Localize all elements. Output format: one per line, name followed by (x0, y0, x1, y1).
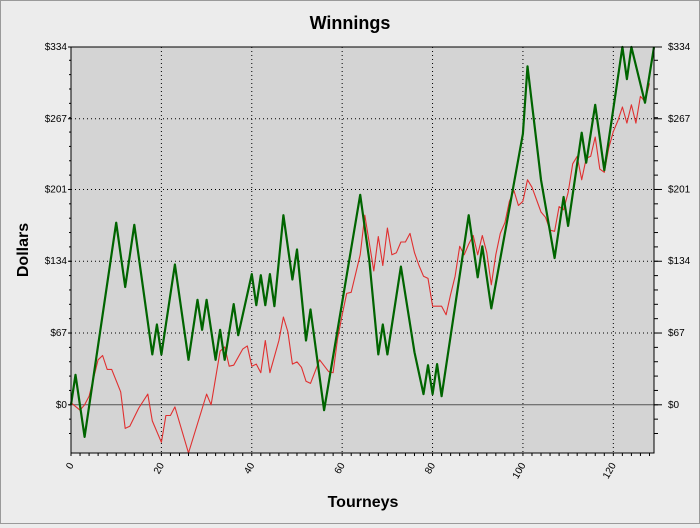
series-line-green (69, 45, 656, 438)
x-tick-label: 80 (423, 461, 438, 477)
x-tick-label: 40 (242, 461, 257, 477)
y-axis-title: Dollars (15, 223, 32, 277)
y-tick-label-right: $267 (668, 114, 691, 125)
plot-area (71, 47, 654, 453)
y-tick-label-right: $201 (668, 184, 691, 195)
y-tick-label-left: $67 (50, 328, 67, 339)
x-tick-label: 0 (64, 461, 77, 472)
y-tick-label-right: $334 (668, 42, 691, 53)
grid-lines (70, 46, 654, 453)
plot-border (70, 46, 655, 454)
y-tick-label-right: $67 (668, 328, 685, 339)
y-tick-label-right: $134 (668, 256, 691, 267)
y-tick-label-left: $267 (45, 114, 68, 125)
y-tick-label-left: $201 (45, 184, 68, 195)
x-axis-title: Tourneys (328, 494, 399, 511)
x-tick-label: 100 (511, 461, 529, 481)
y-tick-label-left: $0 (56, 400, 68, 411)
x-tick-label: 20 (152, 461, 167, 477)
axis-ticks: $0 $0 $67 $67 $134 $134 $201 $201 $267 $267 $334 $3… (45, 42, 691, 481)
x-tick-label: 60 (333, 461, 348, 477)
x-tick-label: 120 (601, 461, 619, 481)
y-tick-label-right: $0 (668, 400, 680, 411)
chart-title: Winnings (310, 13, 391, 33)
y-tick-label-left: $334 (45, 42, 68, 53)
y-tick-label-left: $134 (45, 256, 68, 267)
